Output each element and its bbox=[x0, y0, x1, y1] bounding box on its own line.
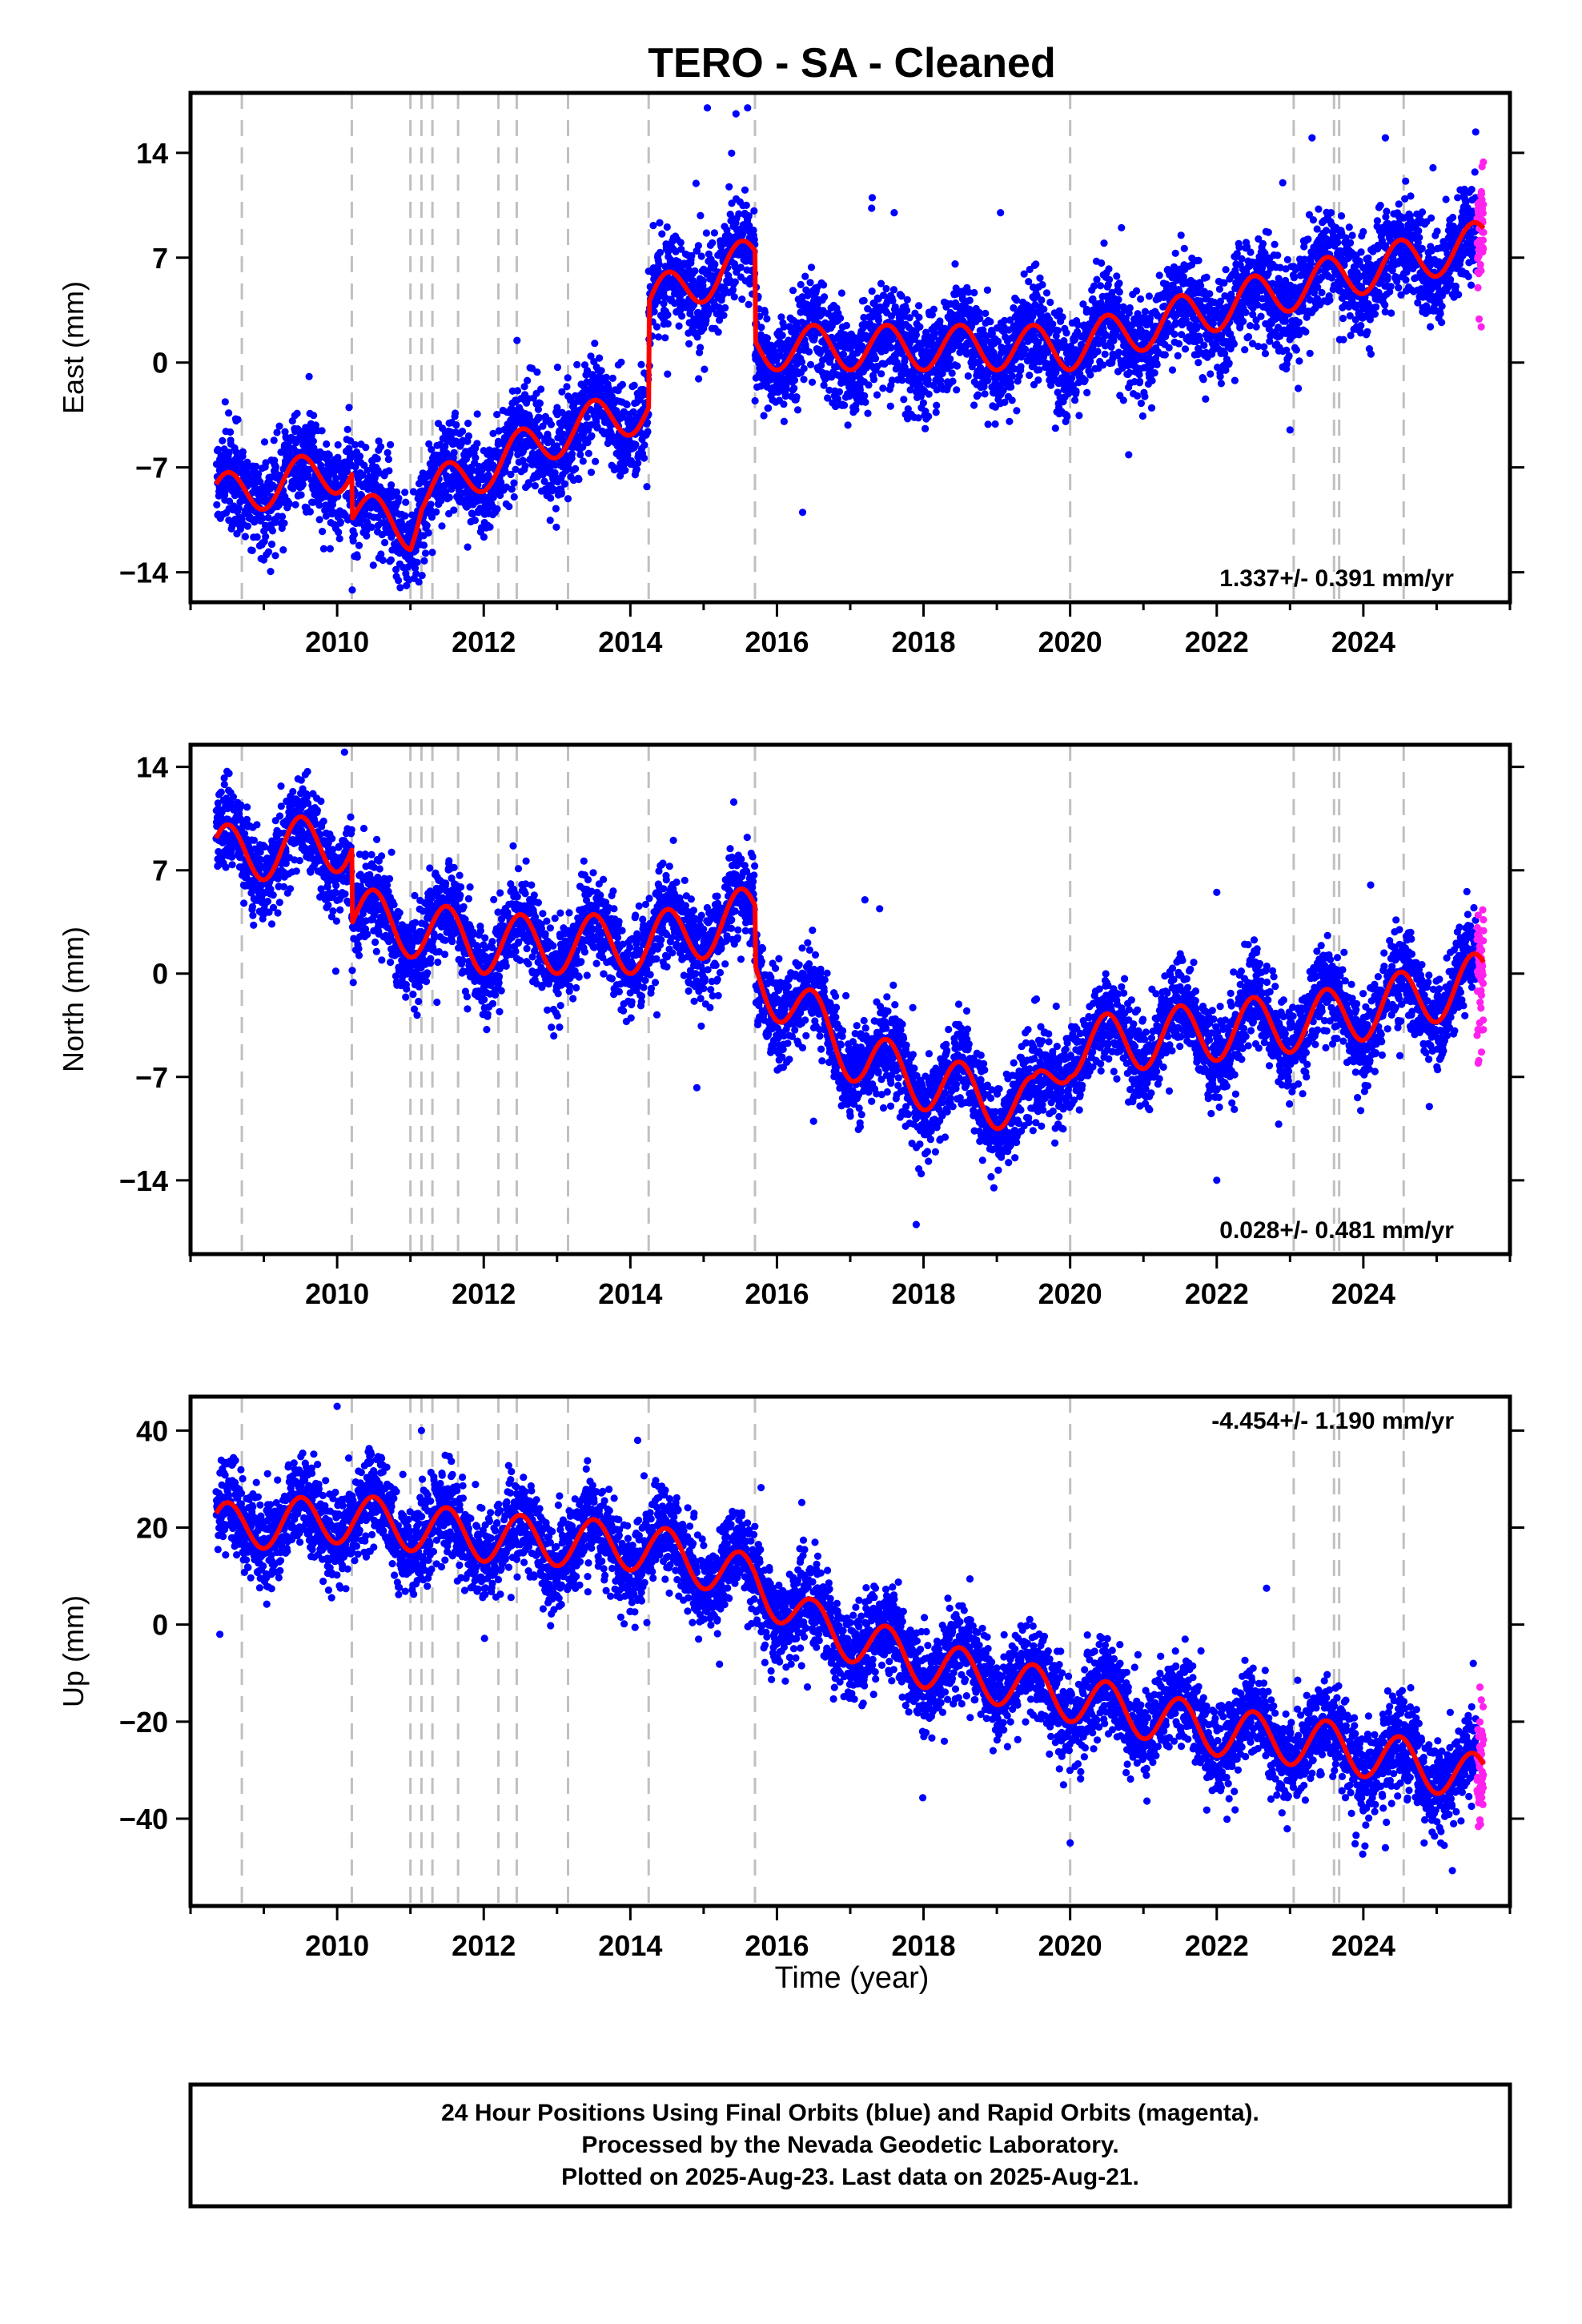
x-tick-label: 2010 bbox=[305, 625, 369, 658]
y-tick-label: −14 bbox=[119, 557, 168, 589]
y-tick-label: −14 bbox=[119, 1164, 168, 1197]
model-fit-line bbox=[214, 1494, 1486, 1796]
velocity-rate-label: 1.337+/- 0.391 mm/yr bbox=[1219, 565, 1454, 592]
y-tick-label: 20 bbox=[136, 1512, 168, 1545]
x-tick-label: 2012 bbox=[452, 625, 516, 658]
velocity-rate-label: 0.028+/- 0.481 mm/yr bbox=[1219, 1217, 1454, 1244]
y-tick-label: 0 bbox=[152, 347, 168, 380]
x-tick-label: 2020 bbox=[1038, 625, 1102, 658]
velocity-rate-label: -4.454+/- 1.190 mm/yr bbox=[1211, 1408, 1454, 1434]
y-tick-label: 14 bbox=[136, 751, 168, 784]
x-tick-label: 2016 bbox=[745, 1929, 809, 1962]
footer-line-1: 24 Hour Positions Using Final Orbits (bl… bbox=[441, 2100, 1259, 2126]
x-tick-label: 2018 bbox=[892, 625, 956, 658]
chart-title: TERO - SA - Cleaned bbox=[648, 40, 1055, 86]
x-tick-label: 2010 bbox=[305, 1277, 369, 1310]
x-tick-label: 2010 bbox=[305, 1929, 369, 1962]
footer-frame bbox=[188, 2082, 1512, 2209]
x-tick-label: 2018 bbox=[892, 1277, 956, 1310]
y-tick-label: −7 bbox=[135, 452, 168, 485]
panel-up: 2010 2012 2014 2016 2018 2020 2022 2024 −40 −20 0 2… bbox=[57, 1394, 1524, 1962]
y-axis-label: East (mm) bbox=[57, 281, 90, 414]
plot-area bbox=[212, 1397, 1488, 1906]
x-tick-label: 2020 bbox=[1038, 1929, 1102, 1962]
y-axis-label: North (mm) bbox=[57, 927, 90, 1072]
model-fit-line bbox=[214, 219, 1486, 553]
final-orbit-points bbox=[212, 748, 1481, 1228]
panel-north: 2010 2012 2014 2016 2018 2020 2022 2024 −14 −7 0 7 1… bbox=[57, 742, 1524, 1310]
final-orbit-points bbox=[212, 104, 1481, 602]
x-tick-label: 2014 bbox=[598, 625, 662, 658]
x-tick-label: 2014 bbox=[598, 1929, 662, 1962]
rapid-orbit-points bbox=[1473, 906, 1488, 1068]
x-tick-label: 2022 bbox=[1185, 1277, 1249, 1310]
y-tick-label: −20 bbox=[119, 1706, 168, 1739]
x-tick-label: 2024 bbox=[1331, 1929, 1395, 1962]
panel-east: 2010 2012 2014 2016 2018 2020 2022 2024 −14 −7 0 7 1… bbox=[57, 90, 1524, 658]
y-tick-label: −7 bbox=[135, 1061, 168, 1094]
plot-area bbox=[212, 93, 1488, 602]
x-tick-label: 2012 bbox=[452, 1929, 516, 1962]
y-tick-label: 7 bbox=[152, 242, 168, 275]
x-tick-label: 2022 bbox=[1185, 1929, 1249, 1962]
y-tick-label: 0 bbox=[152, 958, 168, 991]
footer-box: 24 Hour Positions Using Final Orbits (bl… bbox=[188, 2082, 1512, 2209]
x-tick-label: 2016 bbox=[745, 625, 809, 658]
x-tick-label: 2012 bbox=[452, 1277, 516, 1310]
y-tick-label: −40 bbox=[119, 1803, 168, 1835]
footer-line-3: Plotted on 2025-Aug-23. Last data on 202… bbox=[561, 2164, 1139, 2190]
x-tick-label: 2024 bbox=[1331, 625, 1395, 658]
x-tick-label: 2022 bbox=[1185, 625, 1249, 658]
x-tick-label: 2014 bbox=[598, 1277, 662, 1310]
x-axis-label: Time (year) bbox=[775, 1961, 930, 1995]
y-axis-label: Up (mm) bbox=[57, 1595, 90, 1707]
x-tick-label: 2016 bbox=[745, 1277, 809, 1310]
y-tick-label: 7 bbox=[152, 854, 168, 887]
model-fit-line bbox=[214, 814, 1486, 1132]
panels: 2010 2012 2014 2016 2018 2020 2022 2024−14−7071… bbox=[57, 90, 1524, 1962]
x-tick-label: 2018 bbox=[892, 1929, 956, 1962]
x-tick-label: 2020 bbox=[1038, 1277, 1102, 1310]
x-tick-label: 2024 bbox=[1331, 1277, 1395, 1310]
rapid-orbit-points bbox=[1473, 158, 1488, 331]
y-tick-label: 40 bbox=[136, 1414, 168, 1447]
plot-area bbox=[212, 745, 1488, 1254]
y-tick-label: 14 bbox=[136, 137, 168, 170]
footer-line-2: Processed by the Nevada Geodetic Laborat… bbox=[581, 2132, 1118, 2158]
y-tick-label: 0 bbox=[152, 1609, 168, 1642]
